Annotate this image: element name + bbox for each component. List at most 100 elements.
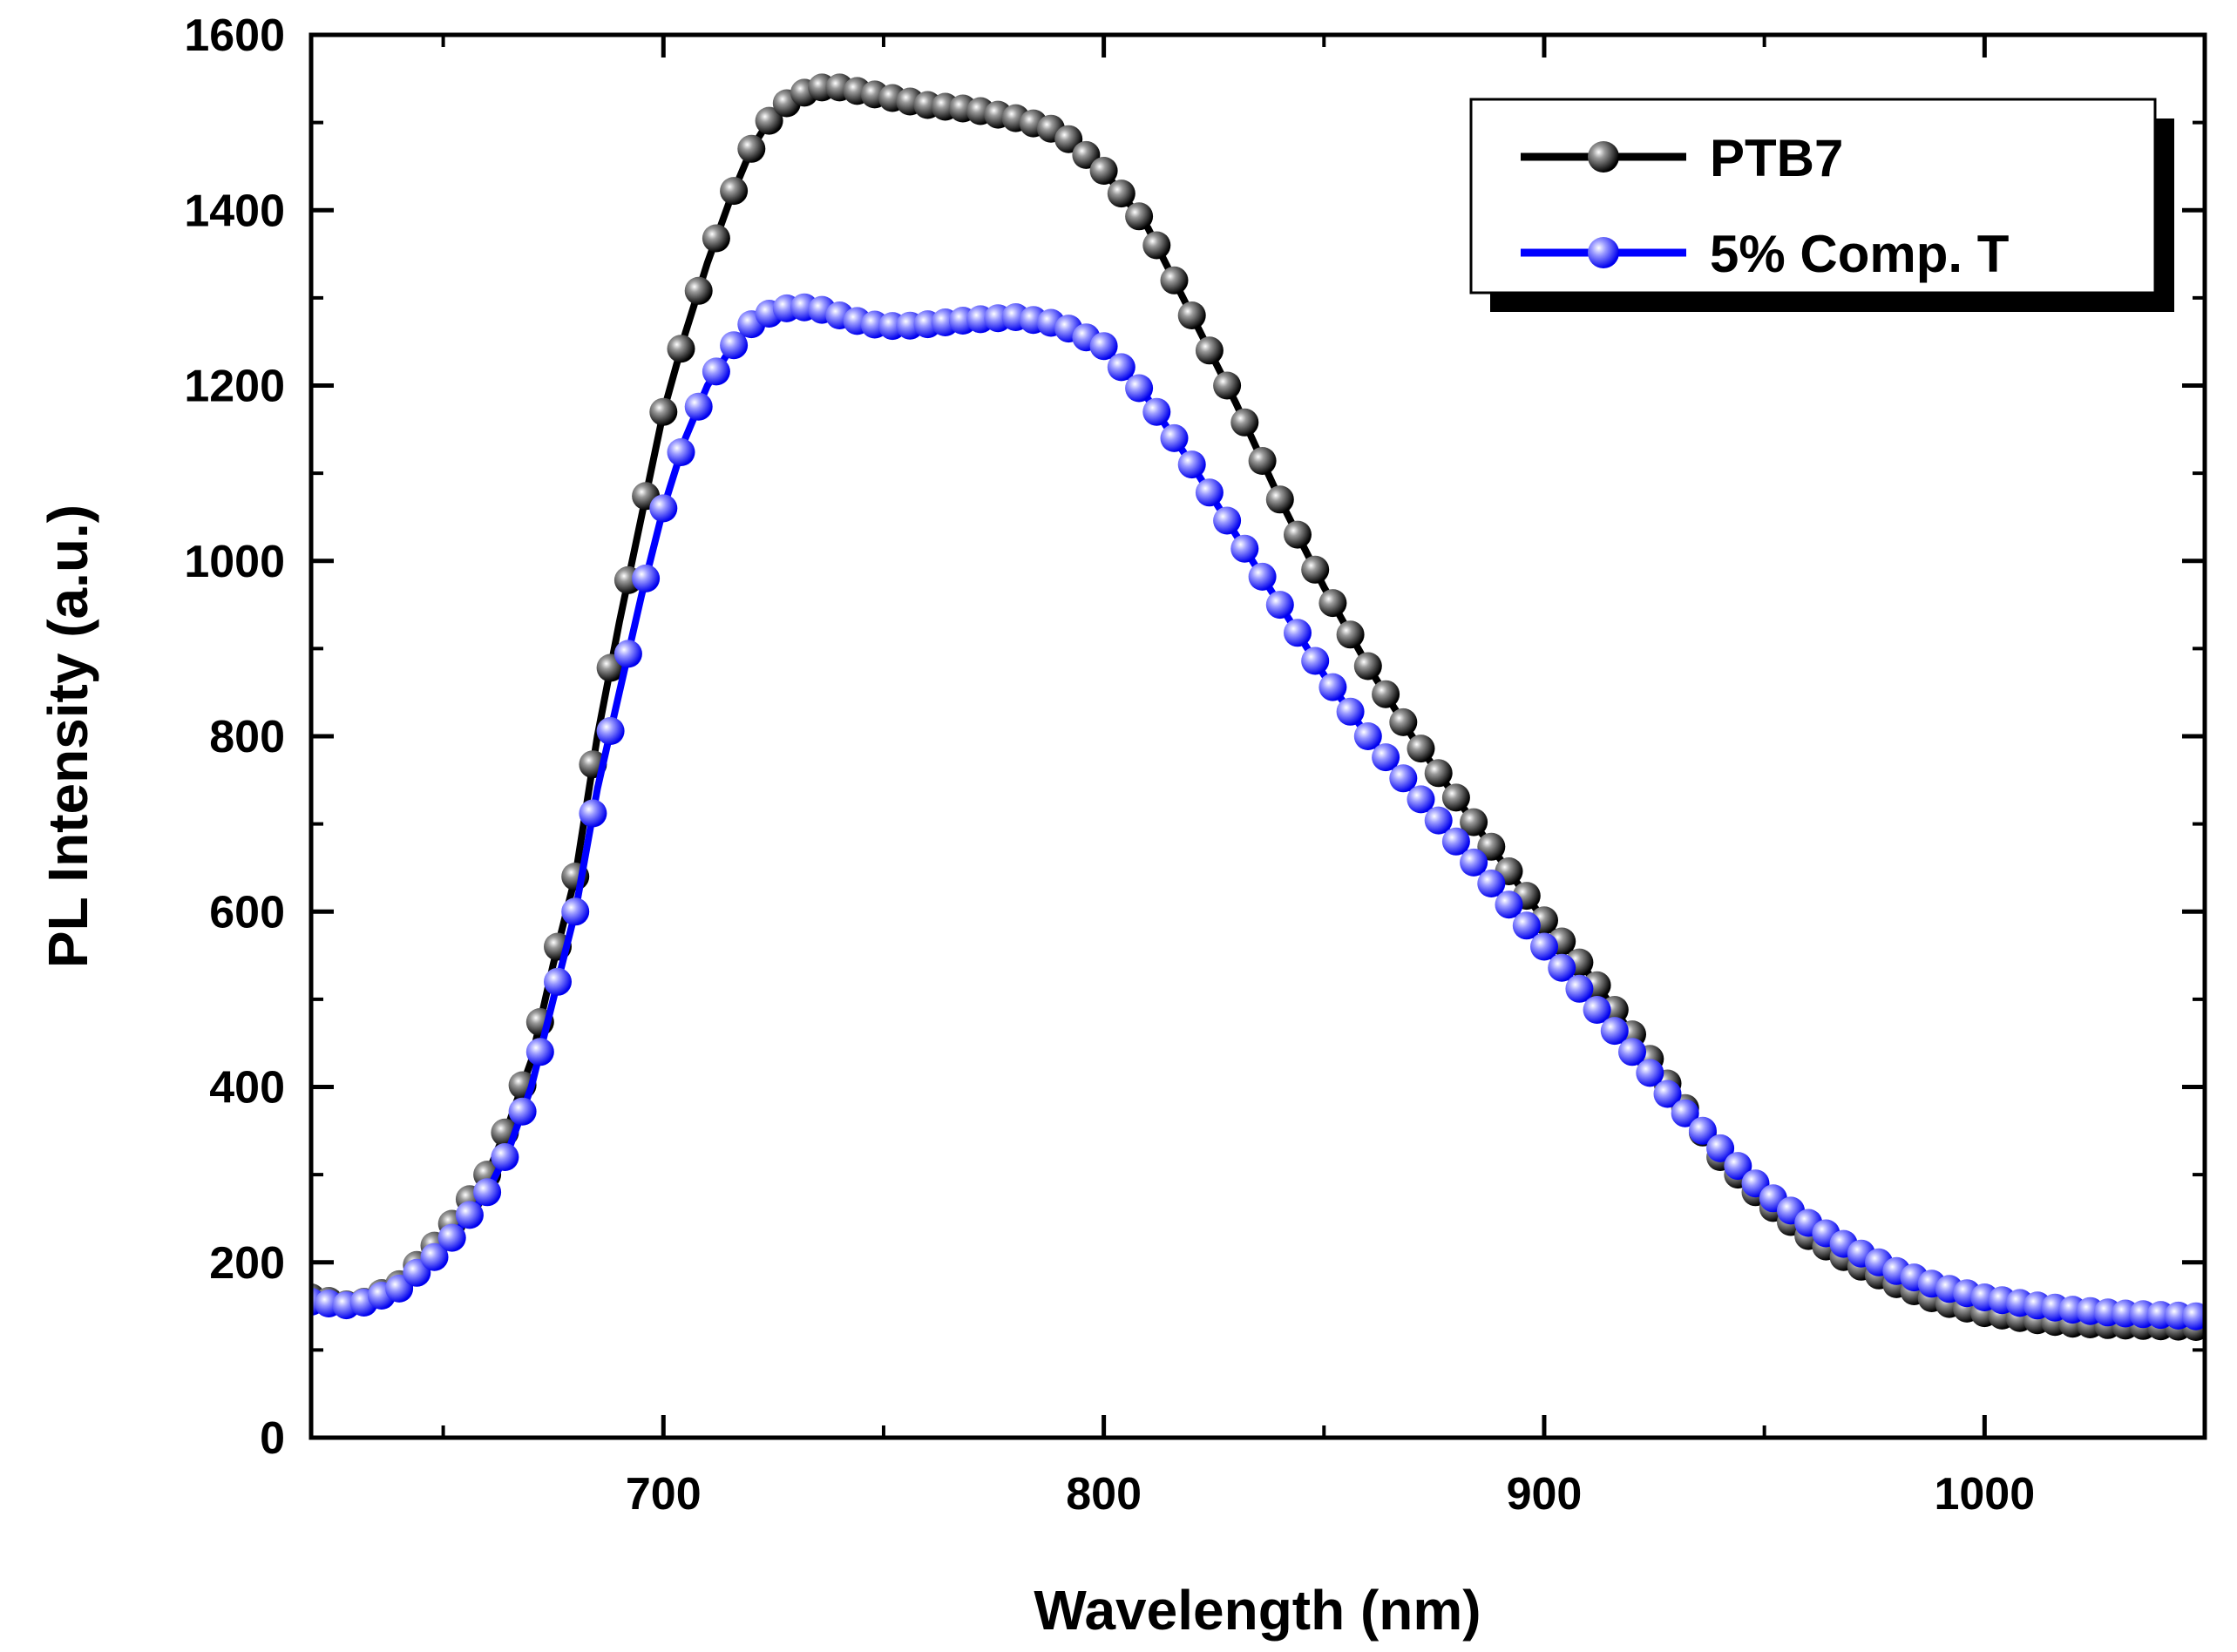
data-point	[1424, 759, 1453, 788]
data-point	[1441, 827, 1470, 856]
y-tick-label: 600	[209, 887, 285, 938]
data-point	[1548, 953, 1576, 982]
data-point	[1160, 423, 1189, 452]
series-1	[311, 293, 2205, 1330]
x-axis-label: Wavelength (nm)	[1034, 1579, 1481, 1642]
data-point	[1530, 932, 1558, 961]
data-point	[1107, 353, 1135, 382]
data-point	[1441, 783, 1470, 812]
data-point	[1353, 652, 1382, 680]
legend-label-ptb7: PTB7	[1710, 129, 1843, 187]
data-point	[508, 1097, 537, 1126]
data-point	[1706, 1134, 1735, 1162]
data-point	[420, 1242, 449, 1271]
data-point	[1230, 408, 1259, 437]
y-tick-label: 400	[209, 1063, 285, 1114]
data-point	[1460, 848, 1488, 877]
data-point	[1618, 1038, 1646, 1066]
data-point	[1265, 591, 1294, 620]
data-point	[1248, 447, 1277, 475]
data-point	[1230, 534, 1259, 563]
series-layer	[311, 73, 2205, 1341]
data-point	[1089, 157, 1118, 185]
data-point	[1407, 785, 1435, 814]
data-point	[1477, 870, 1506, 897]
y-tick-label: 1600	[184, 10, 285, 61]
data-point	[1372, 680, 1400, 708]
data-point	[1284, 619, 1312, 647]
data-point	[1318, 589, 1347, 618]
data-point	[1301, 555, 1330, 584]
x-tick-label: 1000	[1934, 1469, 2035, 1520]
data-point	[737, 134, 766, 163]
y-tick-label: 200	[209, 1238, 285, 1289]
data-point	[1565, 974, 1594, 1003]
data-point	[491, 1143, 519, 1171]
data-point	[613, 640, 642, 668]
x-tick-label: 900	[1507, 1469, 1583, 1520]
y-tick-label: 1400	[184, 186, 285, 236]
data-point	[1495, 890, 1523, 919]
data-point	[1142, 231, 1171, 260]
data-point	[1671, 1099, 1699, 1127]
data-point	[2181, 1302, 2205, 1330]
data-point	[1284, 520, 1312, 549]
data-point	[1213, 506, 1242, 535]
y-tick-label: 0	[260, 1413, 285, 1464]
y-tick-label: 800	[209, 712, 285, 762]
y-tick-label: 1200	[184, 362, 285, 412]
data-point	[1336, 697, 1365, 726]
data-point	[1318, 673, 1347, 701]
legend-box	[1469, 98, 2157, 295]
axis-layer: 700 800 900 1000 0 200 400 600 800 1000 1200 1400 16…	[184, 10, 2206, 1520]
data-point	[1195, 478, 1224, 507]
data-point	[1336, 620, 1365, 649]
data-point	[649, 494, 678, 523]
data-point	[1512, 911, 1541, 940]
x-tick-label: 700	[626, 1469, 702, 1520]
data-point	[684, 276, 713, 305]
data-point	[1265, 485, 1294, 514]
data-point	[684, 392, 713, 421]
data-point	[702, 357, 730, 386]
data-point	[1301, 647, 1330, 675]
data-point	[561, 897, 590, 926]
legend-label-comp-t: 5% Comp. T	[1710, 225, 2009, 283]
x-tick-label: 800	[1066, 1469, 1142, 1520]
data-point	[1389, 708, 1418, 736]
legend: PTB7 5% Comp. T	[1469, 98, 2174, 312]
data-point	[1353, 722, 1382, 750]
data-point	[720, 331, 749, 360]
data-point	[1724, 1152, 1752, 1181]
data-point	[1688, 1116, 1717, 1145]
data-point	[1372, 743, 1400, 772]
data-point	[1177, 450, 1206, 479]
y-axis-label: PL Intensity (a.u.)	[37, 504, 99, 968]
data-point	[1107, 179, 1135, 208]
data-point	[632, 564, 661, 592]
data-point	[720, 177, 749, 206]
data-point	[1248, 562, 1277, 591]
data-point	[455, 1201, 484, 1229]
data-point	[473, 1178, 502, 1207]
data-point	[1089, 332, 1118, 361]
data-point	[667, 438, 695, 466]
data-point	[1213, 371, 1242, 400]
data-point	[1653, 1080, 1682, 1108]
data-point	[437, 1223, 466, 1252]
data-point	[755, 106, 783, 135]
data-point	[1195, 336, 1224, 365]
data-point	[702, 224, 730, 253]
data-point	[1160, 266, 1189, 295]
legend-marker-comp-t	[1588, 237, 1619, 268]
data-point	[596, 717, 625, 745]
y-tick-label: 1000	[184, 537, 285, 587]
data-point	[1583, 996, 1611, 1024]
data-point	[1389, 764, 1418, 793]
data-point	[1125, 374, 1154, 403]
data-point	[1142, 397, 1171, 426]
data-point	[1407, 735, 1435, 763]
data-point	[579, 799, 607, 828]
data-point	[1424, 806, 1453, 835]
